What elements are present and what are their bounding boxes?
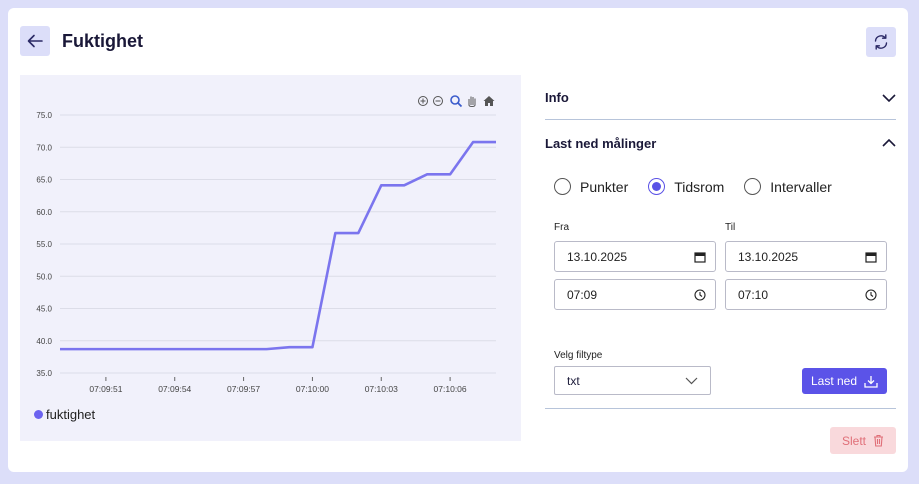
trash-icon: [874, 434, 883, 447]
zoom-out-icon[interactable]: [433, 96, 443, 106]
download-accordion-header[interactable]: Last ned målinger: [545, 121, 896, 165]
from-date-value: 13.10.2025: [567, 249, 628, 264]
delete-button[interactable]: Slett: [830, 427, 896, 454]
legend-label: fuktighet: [46, 407, 96, 422]
radio-circle-selected: [648, 178, 666, 195]
y-tick-label: 35.0: [36, 369, 52, 378]
y-tick-label: 75.0: [36, 111, 52, 120]
from-label: Fra: [554, 222, 569, 233]
arrow-left-icon: [27, 34, 43, 48]
x-tick-label: 07:09:54: [158, 384, 191, 394]
x-tick-label: 07:10:06: [434, 384, 467, 394]
x-tick-label: 07:09:57: [227, 384, 260, 394]
series-line-fuktighet[interactable]: [60, 140, 496, 351]
download-button[interactable]: Last ned: [802, 368, 887, 394]
y-tick-label: 60.0: [36, 208, 52, 217]
refresh-button[interactable]: [866, 27, 896, 57]
chevron-down-icon: [685, 377, 698, 384]
calendar-icon[interactable]: [865, 251, 877, 263]
pan-hand-icon[interactable]: [468, 96, 476, 107]
radio-label: Tidsrom: [674, 178, 725, 195]
section-divider: [545, 408, 896, 409]
y-tick-label: 40.0: [36, 337, 52, 346]
y-tick-label: 70.0: [36, 143, 52, 152]
x-tick-label: 07:10:00: [296, 384, 329, 394]
clock-icon[interactable]: [694, 288, 706, 301]
info-heading: Info: [545, 90, 569, 105]
back-button[interactable]: [20, 26, 50, 56]
to-date-input[interactable]: 13.10.2025: [725, 241, 887, 272]
calendar-icon[interactable]: [694, 251, 706, 263]
filetype-select[interactable]: txt: [554, 366, 711, 395]
from-time-input[interactable]: 07:09: [554, 279, 716, 310]
humidity-chart[interactable]: 75.0 70.0 65.0 60.0 55.0 50.0 45.0 40.0 35.0 07:…: [20, 75, 521, 405]
chevron-up-icon: [882, 139, 896, 147]
radio-label: Punkter: [580, 178, 629, 195]
filetype-label: Velg filtype: [554, 350, 603, 361]
chart-legend[interactable]: fuktighet: [34, 407, 95, 422]
download-button-label: Last ned: [810, 374, 858, 388]
x-tick-label: 07:09:51: [89, 384, 122, 394]
from-date-input[interactable]: 13.10.2025: [554, 241, 716, 272]
clock-icon[interactable]: [865, 288, 877, 301]
filetype-value: txt: [567, 373, 580, 388]
chart-panel: 75.0 70.0 65.0 60.0 55.0 50.0 45.0 40.0 35.0 07:…: [20, 75, 521, 441]
info-accordion-header[interactable]: Info: [545, 76, 896, 120]
delete-button-label: Slett: [841, 433, 866, 448]
home-reset-icon[interactable]: [483, 96, 495, 106]
to-date-value: 13.10.2025: [738, 249, 799, 264]
download-heading: Last ned målinger: [545, 135, 657, 151]
download-icon: [864, 375, 878, 388]
radio-intervaller[interactable]: Intervaller: [744, 178, 832, 195]
zoom-in-icon[interactable]: [418, 96, 428, 106]
chart-toolbar: [418, 95, 495, 108]
page-title: Fuktighet: [62, 31, 143, 51]
radio-circle: [554, 178, 571, 195]
y-tick-label: 45.0: [36, 305, 52, 314]
y-tick-label: 50.0: [36, 272, 52, 281]
y-tick-label: 65.0: [36, 176, 52, 185]
refresh-icon: [874, 34, 888, 50]
x-tick-label: 07:10:03: [365, 384, 398, 394]
zoom-selection-icon[interactable]: [450, 95, 463, 108]
radio-tidsrom[interactable]: Tidsrom: [648, 178, 724, 195]
to-time-input[interactable]: 07:10: [725, 279, 887, 310]
to-label: Til: [725, 222, 736, 233]
mode-radio-group: Punkter Tidsrom Intervaller: [554, 178, 852, 195]
from-time-value: 07:09: [567, 287, 598, 302]
chevron-down-icon: [882, 93, 896, 102]
main-card: Fuktighet 75.0 70.0 65.0 60.0 55.0 50.0 45.0 40…: [8, 8, 908, 472]
info-section: Info: [545, 76, 896, 120]
radio-label: Intervaller: [770, 178, 832, 195]
radio-punkter[interactable]: Punkter: [554, 178, 628, 195]
download-section: Last ned målinger: [545, 121, 896, 165]
y-tick-label: 55.0: [36, 240, 52, 249]
radio-circle: [744, 178, 762, 195]
to-time-value: 07:10: [738, 287, 769, 302]
legend-marker: [34, 410, 43, 419]
